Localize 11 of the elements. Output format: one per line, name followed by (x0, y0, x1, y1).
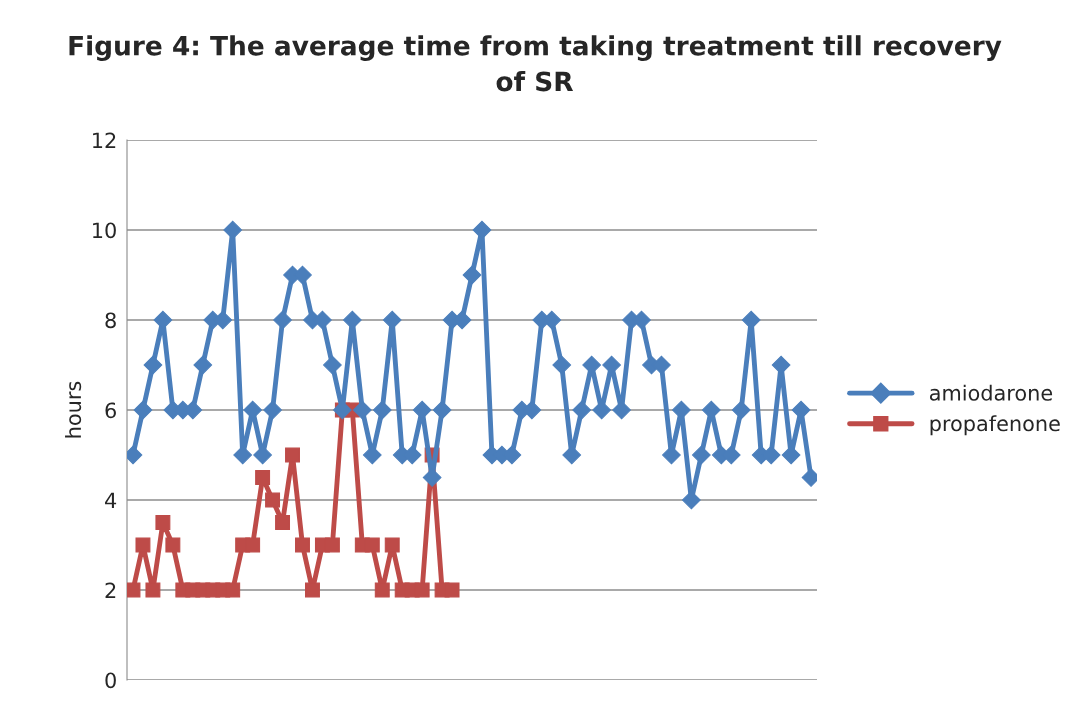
y-tick-label: 6 (105, 402, 116, 419)
y-tick-label: 0 (105, 672, 116, 689)
y-tick-label: 8 (105, 312, 116, 329)
y-tick-label: 12 (93, 132, 116, 148)
y-tick-label: 10 (93, 222, 116, 239)
legend-label: propafenone (930, 415, 1060, 436)
legend-label: amiodarone (929, 384, 1053, 401)
y-tick-label: 4 (105, 492, 117, 508)
y-tick-label: 2 (105, 582, 116, 598)
chart-title: Figure 4: The average time from taking treatment till recovery of SR (69, 35, 1002, 92)
y-axis-title: hours (65, 381, 82, 438)
